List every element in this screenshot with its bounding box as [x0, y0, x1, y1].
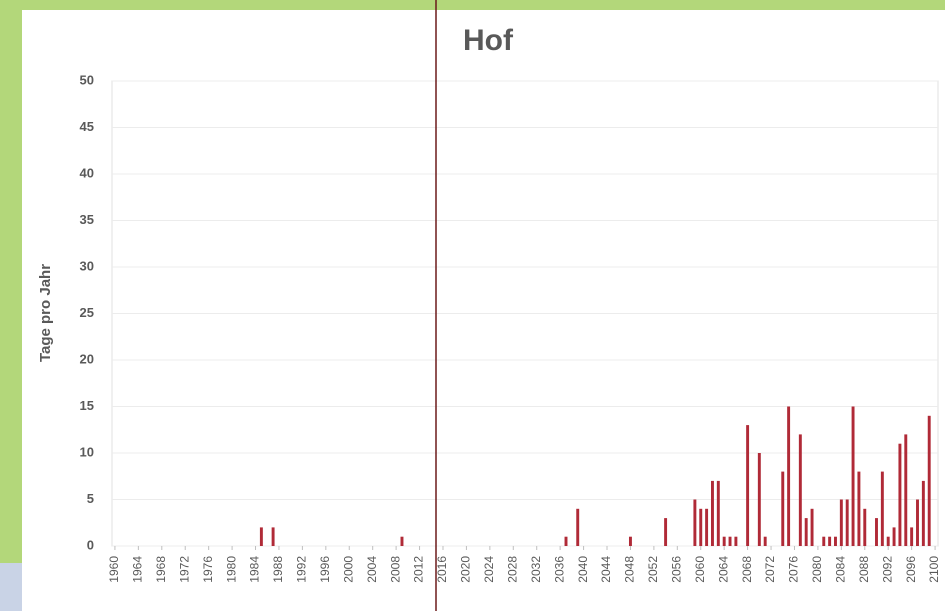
x-tick-label: 1960	[107, 556, 121, 583]
x-tick-label: 2100	[927, 556, 941, 583]
y-tick-label: 30	[80, 258, 94, 273]
bar	[927, 415, 931, 546]
bar	[916, 499, 919, 546]
y-tick-label: 25	[80, 305, 94, 320]
y-tick-label: 10	[80, 444, 94, 459]
panel	[22, 10, 945, 611]
bar	[763, 536, 767, 546]
x-tick-label: 2076	[787, 556, 801, 583]
x-tick-label: 1968	[154, 556, 168, 583]
bar	[705, 508, 709, 546]
x-tick-label: 2012	[412, 556, 426, 583]
x-tick-label: 2008	[388, 556, 402, 583]
bar	[734, 536, 738, 546]
bar	[898, 443, 902, 546]
corner-strip	[0, 563, 22, 611]
x-tick-label: 1976	[201, 556, 215, 583]
bar	[921, 480, 925, 546]
bar	[863, 508, 867, 546]
x-tick-label: 2088	[857, 556, 871, 583]
bar	[710, 480, 714, 546]
x-tick-label: 2004	[365, 556, 379, 583]
x-tick-label: 2072	[763, 556, 777, 583]
bar	[259, 527, 263, 546]
x-tick-label: 2052	[646, 556, 660, 583]
bar	[798, 434, 802, 546]
x-tick-label: 1980	[224, 556, 238, 583]
x-tick-label: 2064	[716, 556, 730, 583]
y-tick-label: 50	[80, 72, 94, 87]
x-tick-label: 1996	[318, 556, 332, 583]
bar	[834, 536, 837, 546]
bar	[716, 480, 720, 546]
y-tick-label: 20	[80, 351, 94, 366]
bar	[904, 434, 908, 546]
bar	[628, 536, 632, 546]
bar	[810, 508, 814, 546]
bar	[746, 425, 750, 546]
y-tick-label: 35	[80, 212, 94, 227]
x-tick-label: 2096	[904, 556, 918, 583]
x-tick-label: 2040	[576, 556, 590, 583]
bar	[851, 406, 855, 546]
y-tick-label: 0	[87, 537, 94, 552]
x-tick-label: 2056	[669, 556, 683, 583]
bar	[576, 508, 580, 546]
bar	[728, 536, 732, 546]
bar	[910, 527, 914, 546]
bar	[757, 453, 761, 546]
x-tick-label: 1992	[295, 556, 309, 583]
bar	[693, 499, 697, 546]
x-tick-label: 2016	[435, 556, 449, 583]
y-tick-label: 45	[80, 119, 94, 134]
bar	[564, 536, 568, 546]
x-tick-label: 2092	[880, 556, 894, 583]
bar	[892, 527, 896, 546]
bar	[857, 471, 861, 546]
bar	[400, 536, 404, 546]
bar	[787, 406, 791, 546]
y-tick-label: 5	[87, 491, 94, 506]
bar	[886, 536, 890, 546]
bar	[722, 536, 726, 546]
bar	[822, 536, 826, 546]
x-tick-label: 2024	[482, 556, 496, 583]
x-tick-label: 2084	[834, 556, 848, 583]
chart-title: Hof	[463, 24, 514, 57]
x-tick-label: 2060	[693, 556, 707, 583]
x-tick-label: 1988	[271, 556, 285, 583]
x-tick-label: 2044	[599, 556, 613, 583]
bar	[828, 536, 832, 546]
x-tick-label: 1964	[131, 556, 145, 583]
x-tick-label: 2032	[529, 556, 543, 583]
y-axis-label: Tage pro Jahr	[37, 264, 54, 362]
bar	[880, 471, 884, 546]
x-tick-label: 2080	[810, 556, 824, 583]
bar	[839, 499, 843, 546]
x-tick-label: 1984	[248, 556, 262, 583]
x-tick-label: 2048	[623, 556, 637, 583]
bar	[845, 499, 849, 546]
x-tick-label: 2000	[341, 556, 355, 583]
bar	[664, 518, 668, 546]
y-tick-label: 15	[80, 398, 94, 413]
bar	[875, 518, 878, 546]
y-tick-label: 40	[80, 165, 94, 180]
x-tick-label: 2068	[740, 556, 754, 583]
x-tick-label: 1972	[177, 556, 191, 583]
bar	[804, 518, 808, 546]
bar	[699, 508, 703, 546]
x-tick-label: 2028	[505, 556, 519, 583]
bar	[271, 527, 275, 546]
x-tick-label: 2036	[552, 556, 566, 583]
x-tick-label: 2020	[459, 556, 473, 583]
bar	[781, 471, 785, 546]
